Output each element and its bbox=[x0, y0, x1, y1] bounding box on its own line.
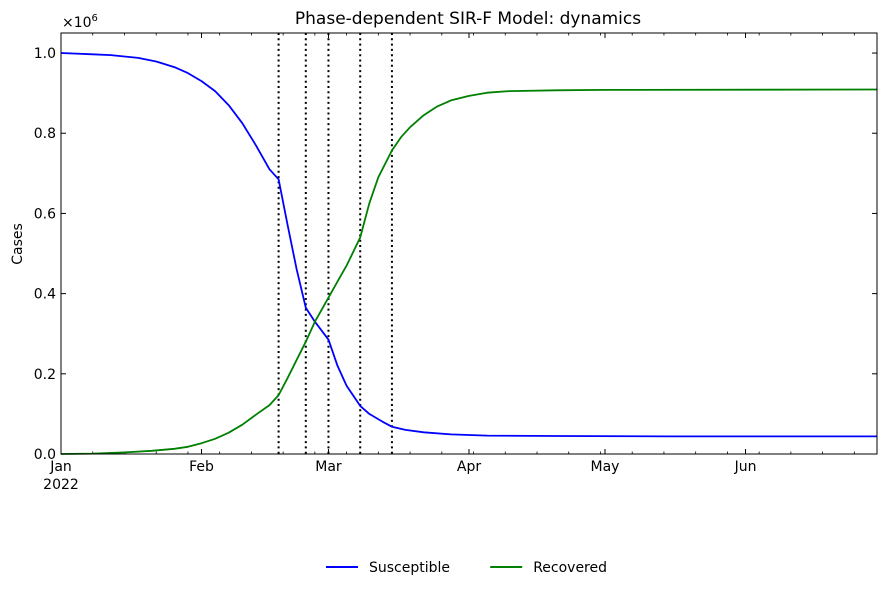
y-tick-label: 0.8 bbox=[34, 126, 56, 142]
x-tick-label: Mar bbox=[315, 459, 342, 475]
legend-label-recovered: Recovered bbox=[533, 560, 607, 576]
axes-frame bbox=[60, 32, 878, 455]
legend-label-susceptible: Susceptible bbox=[369, 560, 450, 576]
y-tick-label: 0.6 bbox=[34, 206, 56, 222]
x-tick-sublabel: 2022 bbox=[43, 477, 79, 493]
y-tick-label: 1.0 bbox=[34, 46, 56, 62]
x-tick-label: Feb bbox=[189, 459, 214, 475]
y-axis-label: Cases bbox=[10, 223, 26, 265]
y-axis-multiplier-exponent: 6 bbox=[92, 13, 98, 24]
y-axis-multiplier: ×106 bbox=[62, 13, 98, 31]
x-tick-label: Jun bbox=[734, 459, 757, 475]
legend: Susceptible Recovered bbox=[326, 560, 607, 576]
y-tick-label: 0.4 bbox=[34, 287, 56, 303]
y-tick-label: 0.0 bbox=[34, 447, 56, 463]
series-line-recovered bbox=[60, 88, 878, 455]
series-line-susceptible bbox=[60, 52, 877, 438]
x-tick-label: Apr bbox=[457, 459, 481, 475]
chart-title: Phase-dependent SIR-F Model: dynamics bbox=[295, 9, 641, 29]
y-axis-multiplier-base: ×10 bbox=[62, 15, 92, 31]
x-tick-label: May bbox=[591, 459, 620, 475]
y-tick-label: 0.2 bbox=[34, 367, 56, 383]
plot-area: Jan 2022 Feb Mar Apr May Jun 0.0 0.2 0.4 0.6 0.8 1.0 bbox=[34, 32, 878, 493]
x-tick-label: Jan bbox=[49, 459, 72, 475]
